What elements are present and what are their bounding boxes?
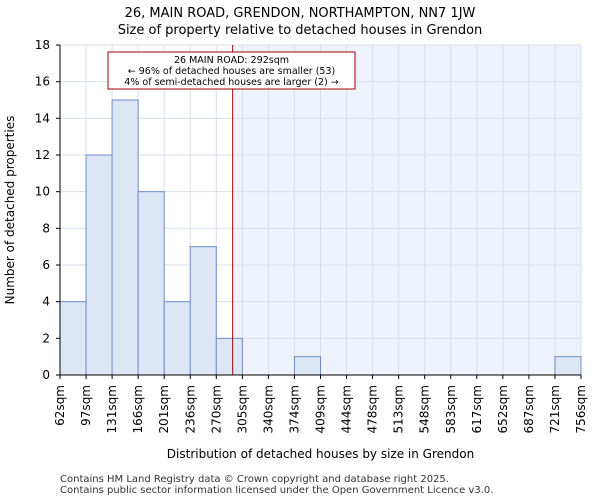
histogram-bar xyxy=(85,154,113,376)
y-tick-label: 0 xyxy=(42,368,50,382)
chart-title: 26, MAIN ROAD, GRENDON, NORTHAMPTON, NN7… xyxy=(124,6,476,21)
y-tick-label: 4 xyxy=(42,295,50,309)
histogram-bar xyxy=(163,301,191,376)
y-tick-label: 16 xyxy=(35,75,50,89)
x-tick-label: 617sqm xyxy=(470,385,484,433)
y-axis-title: Number of detached properties xyxy=(3,116,17,305)
annotation-line: ← 96% of detached houses are smaller (53… xyxy=(128,66,335,77)
x-tick-label: 756sqm xyxy=(574,385,588,433)
shaded-larger-region xyxy=(232,45,581,375)
y-tick-label: 14 xyxy=(35,111,50,125)
histogram-bar xyxy=(111,99,139,376)
y-tick-label: 6 xyxy=(42,258,50,272)
x-tick-label: 201sqm xyxy=(157,385,171,433)
x-tick-label: 131sqm xyxy=(105,385,119,433)
x-tick-label: 548sqm xyxy=(418,385,432,433)
footer-licence: Contains public sector information licen… xyxy=(60,485,494,496)
y-tick-label: 18 xyxy=(35,38,50,52)
histogram-bar xyxy=(293,356,322,376)
y-tick-label: 2 xyxy=(42,331,50,345)
y-tick-label: 10 xyxy=(35,185,50,199)
x-axis-title: Distribution of detached houses by size … xyxy=(167,447,474,461)
x-tick-label: 340sqm xyxy=(261,385,275,433)
histogram-bar xyxy=(59,301,87,376)
x-tick-label: 166sqm xyxy=(131,385,145,433)
x-tick-label: 305sqm xyxy=(235,385,249,433)
x-tick-label: 652sqm xyxy=(496,385,510,433)
histogram-bar xyxy=(215,337,243,376)
y-tick-label: 12 xyxy=(35,148,50,162)
x-tick-label: 478sqm xyxy=(366,385,380,433)
histogram-bar xyxy=(189,246,217,376)
annotation-box xyxy=(107,51,356,90)
footer-copyright: Contains HM Land Registry data © Crown c… xyxy=(60,474,449,485)
x-tick-label: 444sqm xyxy=(340,385,354,433)
annotation-line: 26 MAIN ROAD: 292sqm xyxy=(174,55,289,66)
x-tick-label: 374sqm xyxy=(287,385,301,433)
annotation-line: 4% of semi-detached houses are larger (2… xyxy=(124,77,338,88)
x-tick-label: 583sqm xyxy=(444,385,458,433)
histogram-bar xyxy=(554,356,582,376)
x-tick-label: 513sqm xyxy=(392,385,406,433)
x-tick-label: 62sqm xyxy=(53,385,67,426)
histogram-bar xyxy=(137,191,165,376)
x-tick-label: 687sqm xyxy=(522,385,536,433)
x-tick-label: 270sqm xyxy=(209,385,223,433)
y-tick-label: 8 xyxy=(42,221,50,235)
x-tick-label: 236sqm xyxy=(183,385,197,433)
x-tick-label: 721sqm xyxy=(548,385,562,433)
x-tick-label: 409sqm xyxy=(314,385,328,433)
x-tick-label: 97sqm xyxy=(79,385,93,426)
chart-subtitle: Size of property relative to detached ho… xyxy=(117,23,483,38)
